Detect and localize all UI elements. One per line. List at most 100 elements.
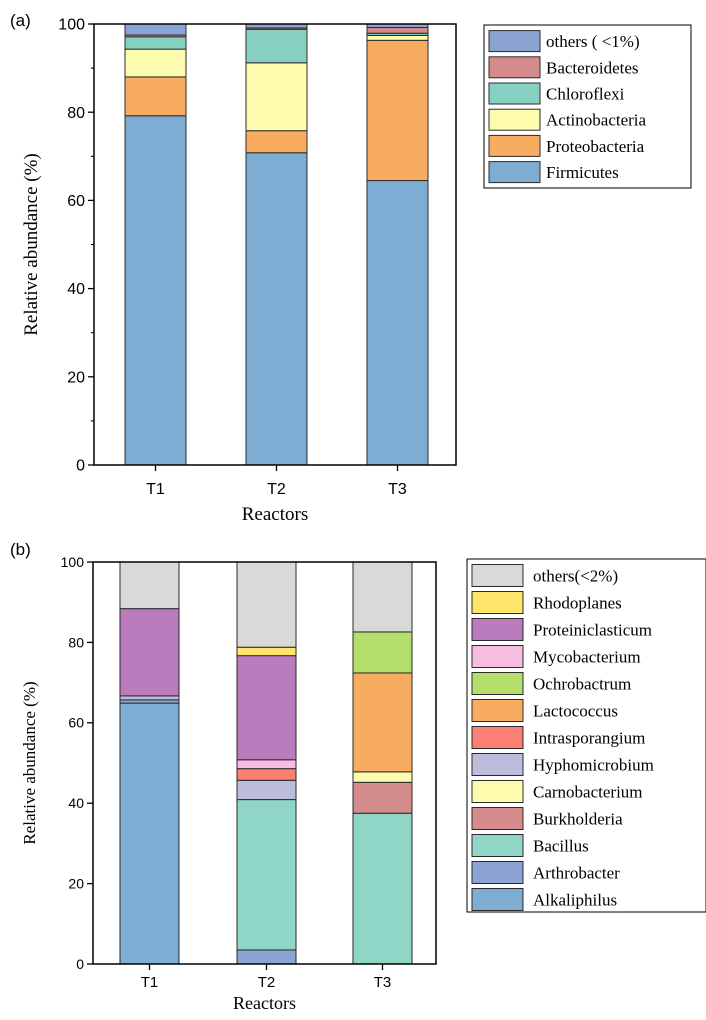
legend-entry: Mycobacterium bbox=[471, 645, 641, 668]
legend: others(<2%) Rhodoplanes Proteiniclasticum M… bbox=[466, 558, 706, 913]
legend-label: Arthrobacter bbox=[533, 863, 620, 882]
bar-segment-actinobacteria-t3 bbox=[366, 34, 429, 41]
legend-swatch bbox=[488, 161, 541, 184]
legend-swatch bbox=[488, 56, 541, 79]
y-tick-label: 20 bbox=[67, 369, 85, 386]
legend-label: Proteiniclasticum bbox=[533, 620, 652, 639]
legend-entry: Burkholderia bbox=[471, 807, 623, 830]
legend-entry: others ( <1%) bbox=[488, 30, 640, 53]
bar-stack-T2 bbox=[236, 561, 297, 965]
legend-swatch bbox=[471, 888, 524, 911]
legend-label: Alkaliphilus bbox=[533, 890, 617, 909]
legend-entry: Proteiniclasticum bbox=[471, 618, 652, 641]
bar-segment-hyphomicrobium-t1 bbox=[119, 695, 180, 701]
legend-entry: others(<2%) bbox=[471, 564, 618, 587]
legend-label: Firmicutes bbox=[546, 163, 619, 182]
bar-stack-T3 bbox=[352, 561, 413, 965]
bar-segment-chloroflexi-t2 bbox=[245, 28, 308, 64]
y-tick-label: 80 bbox=[68, 634, 84, 650]
legend-entry: Carnobacterium bbox=[471, 780, 643, 803]
x-axis-title: Reactors bbox=[242, 504, 308, 525]
bar-segment-arthrobacter-t2 bbox=[236, 949, 297, 965]
legend-label: Bacteroidetes bbox=[546, 58, 639, 77]
legend-swatch bbox=[471, 834, 524, 857]
bar-segment-proteobacteria-t2 bbox=[245, 130, 308, 154]
bar-segment-alkaliphilus-t1 bbox=[119, 702, 180, 965]
legend-label: others(<2%) bbox=[533, 566, 618, 585]
legend-entry: Chloroflexi bbox=[488, 82, 625, 105]
bar-segment-proteiniclasticum-t2 bbox=[236, 655, 297, 761]
legend-entry: Firmicutes bbox=[488, 161, 619, 184]
bar-segment-rhodoplanes-t2 bbox=[236, 646, 297, 657]
y-axis-title: Relative abundance (%) bbox=[21, 153, 42, 336]
bar-segment-proteobacteria-t1 bbox=[124, 76, 187, 117]
bar-segment-proteiniclasticum-t1 bbox=[119, 608, 180, 697]
x-tick-label: T1 bbox=[146, 481, 165, 498]
bar-stack-T1 bbox=[119, 561, 180, 965]
bar-segment-intrasporangium-t2 bbox=[236, 768, 297, 781]
bar-segment-chloroflexi-t1 bbox=[124, 36, 187, 50]
bar-segment-bacillus-t2 bbox=[236, 799, 297, 951]
legend-label: Proteobacteria bbox=[546, 137, 645, 156]
legend-swatch bbox=[471, 780, 524, 803]
legend-swatch bbox=[471, 618, 524, 641]
legend-label: Rhodoplanes bbox=[533, 593, 622, 612]
x-tick-label: T3 bbox=[388, 481, 407, 498]
legend-label: Actinobacteria bbox=[546, 111, 647, 130]
legend-entry: Ochrobactrum bbox=[471, 672, 631, 695]
legend-swatch bbox=[488, 30, 541, 53]
legend-label: Ochrobactrum bbox=[533, 674, 631, 693]
y-tick-label: 100 bbox=[58, 17, 85, 34]
legend-entry: Proteobacteria bbox=[488, 134, 645, 157]
legend: others ( <1%) Bacteroidetes Chloroflexi Act… bbox=[483, 24, 692, 189]
bar-segment-actinobacteria-t1 bbox=[124, 48, 187, 78]
legend-swatch bbox=[488, 82, 541, 105]
legend-label: Lactococcus bbox=[533, 701, 618, 720]
legend-entry: Arthrobacter bbox=[471, 861, 620, 884]
x-tick-label: T2 bbox=[267, 481, 286, 498]
legend-swatch bbox=[488, 134, 541, 157]
legend-box bbox=[483, 24, 692, 189]
legend-label: Mycobacterium bbox=[533, 647, 641, 666]
bar-segment-lactococcus-t3 bbox=[352, 672, 413, 773]
y-tick-label: 100 bbox=[61, 554, 85, 570]
legend-entry: Actinobacteria bbox=[488, 108, 647, 131]
legend-swatch bbox=[471, 564, 524, 587]
legend-label: Carnobacterium bbox=[533, 782, 643, 801]
legend-entry: Intrasporangium bbox=[471, 726, 645, 749]
y-tick-label: 60 bbox=[67, 193, 85, 210]
bar-segment-firmicutes-t3 bbox=[366, 180, 429, 466]
legend-label: others ( <1%) bbox=[546, 32, 640, 51]
legend-swatch bbox=[488, 108, 541, 131]
bar-segment-others-1--t1 bbox=[124, 23, 187, 36]
legend-swatch bbox=[471, 753, 524, 776]
bar-segment-carnobacterium-t3 bbox=[352, 771, 413, 783]
bar-segment-bacillus-t3 bbox=[352, 812, 413, 965]
legend-swatch bbox=[471, 699, 524, 722]
y-axis-title: Relative abundance (%) bbox=[20, 681, 39, 844]
panel-label: (a) bbox=[10, 11, 31, 30]
bar-segment-others-2--t2 bbox=[236, 561, 297, 648]
chart-panel-b: (b) 0 20 40 60 80 100 T1 T2 T3 Reactors Relative ab… bbox=[10, 540, 706, 1013]
bar-segment-others-2--t3 bbox=[352, 561, 413, 633]
bar-segment-burkholderia-t3 bbox=[352, 781, 413, 814]
bar-segment-mycobacterium-t2 bbox=[236, 759, 297, 770]
legend-swatch bbox=[471, 726, 524, 749]
panel-label: (b) bbox=[10, 540, 31, 559]
legend-entry: Bacteroidetes bbox=[488, 56, 639, 79]
legend-swatch bbox=[471, 672, 524, 695]
legend-label: Hyphomicrobium bbox=[533, 755, 654, 774]
plot-frame bbox=[92, 561, 437, 965]
legend-entry: Rhodoplanes bbox=[471, 591, 622, 614]
legend-entry: Lactococcus bbox=[471, 699, 618, 722]
legend-swatch bbox=[471, 807, 524, 830]
bar-segment-actinobacteria-t2 bbox=[245, 62, 308, 132]
y-tick-label: 60 bbox=[68, 715, 84, 731]
x-tick-label: T3 bbox=[374, 974, 392, 991]
chart-panel-a: (a) 0 20 40 60 80 100 T1 T2 T3 Reactors Relative ab… bbox=[10, 11, 692, 525]
bar-segment-hyphomicrobium-t2 bbox=[236, 779, 297, 801]
legend-swatch bbox=[471, 861, 524, 884]
legend-entry: Hyphomicrobium bbox=[471, 753, 654, 776]
x-tick-label: T2 bbox=[258, 974, 276, 991]
